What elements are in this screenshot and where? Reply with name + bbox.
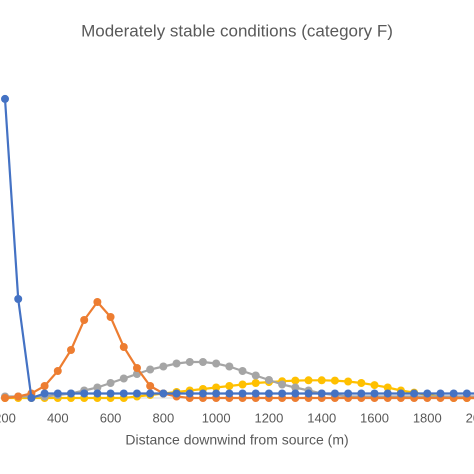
data-point xyxy=(357,389,366,398)
x-tick-label: 2000 xyxy=(466,410,474,425)
data-point xyxy=(106,379,115,387)
data-point xyxy=(66,346,75,354)
data-point xyxy=(225,382,234,390)
data-point xyxy=(146,365,155,374)
data-point xyxy=(1,394,10,402)
data-point xyxy=(449,389,458,398)
data-point xyxy=(40,382,49,390)
data-point xyxy=(14,392,23,401)
data-point xyxy=(106,313,115,321)
data-point xyxy=(278,380,287,389)
data-point xyxy=(172,389,181,398)
data-point xyxy=(159,362,168,371)
data-point xyxy=(396,389,405,398)
x-tick-label: 400 xyxy=(47,410,69,425)
data-point xyxy=(251,371,260,380)
data-point xyxy=(251,379,260,387)
data-point xyxy=(423,389,432,398)
data-point xyxy=(330,376,339,385)
data-point xyxy=(251,389,260,398)
x-tick-label: 200 xyxy=(0,410,16,425)
data-point xyxy=(370,389,379,398)
data-point xyxy=(93,383,102,392)
series-line xyxy=(3,98,474,400)
data-point xyxy=(304,389,313,398)
data-point xyxy=(14,295,23,303)
data-point xyxy=(119,343,128,351)
data-point xyxy=(317,376,326,385)
data-point xyxy=(119,374,128,383)
data-point xyxy=(436,389,445,398)
data-point xyxy=(264,376,273,384)
data-point xyxy=(278,389,287,398)
data-point xyxy=(344,389,353,398)
data-point xyxy=(132,364,141,372)
data-point xyxy=(198,358,207,366)
data-point xyxy=(264,389,273,398)
data-point xyxy=(198,389,207,398)
x-tick-label: 1400 xyxy=(307,410,336,425)
data-point xyxy=(317,389,326,398)
data-point xyxy=(146,389,155,398)
x-axis-label: Distance downwind from source (m) xyxy=(125,432,348,448)
data-point xyxy=(225,389,234,398)
data-point xyxy=(1,94,10,103)
data-point xyxy=(212,389,221,398)
data-point xyxy=(132,389,141,398)
data-point xyxy=(93,298,102,306)
x-tick-label: 800 xyxy=(153,410,175,425)
data-point xyxy=(291,389,300,398)
data-point xyxy=(80,389,89,398)
data-point xyxy=(291,376,300,385)
data-point xyxy=(27,394,36,402)
x-tick-label: 600 xyxy=(100,410,122,425)
x-tick-label: 1600 xyxy=(360,410,389,425)
data-point xyxy=(172,359,181,368)
chart-title: Moderately stable conditions (category F… xyxy=(81,21,393,40)
data-point xyxy=(80,316,89,324)
data-point xyxy=(212,359,221,368)
data-point xyxy=(238,389,247,398)
data-point xyxy=(344,377,353,386)
data-point xyxy=(53,389,62,398)
x-tick-label: 1800 xyxy=(413,410,442,425)
data-point xyxy=(357,379,366,387)
data-point xyxy=(370,381,379,390)
data-point xyxy=(93,389,102,398)
data-point xyxy=(225,362,234,371)
data-point xyxy=(40,389,49,398)
data-point xyxy=(410,389,419,398)
x-tick-label: 1000 xyxy=(202,410,231,425)
data-point xyxy=(383,389,392,398)
data-point xyxy=(66,389,75,398)
data-point xyxy=(304,376,313,385)
data-point xyxy=(238,367,247,375)
data-point xyxy=(119,389,128,398)
data-point xyxy=(159,389,168,398)
data-point xyxy=(146,382,155,390)
data-point xyxy=(106,389,115,398)
data-point xyxy=(291,383,300,392)
data-point xyxy=(185,389,194,398)
data-point xyxy=(212,383,221,392)
data-point xyxy=(383,383,392,392)
data-point xyxy=(53,367,62,375)
data-point xyxy=(330,389,339,398)
data-point xyxy=(462,389,471,398)
data-point xyxy=(185,358,194,366)
x-tick-label: 1200 xyxy=(254,410,283,425)
data-point xyxy=(238,380,247,389)
